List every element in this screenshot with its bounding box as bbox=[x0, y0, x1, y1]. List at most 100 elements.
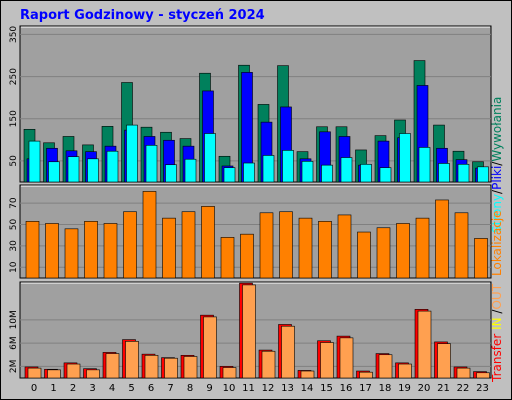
x-tick-label: 12 bbox=[262, 383, 275, 394]
x-tick-label: 11 bbox=[242, 383, 255, 394]
transfer-out-bar bbox=[456, 367, 471, 379]
pages-bar bbox=[282, 150, 294, 183]
legend-transfer: Transfer IN /OUT bbox=[490, 283, 504, 383]
x-tick-label: 23 bbox=[476, 383, 489, 394]
pages-bar bbox=[87, 158, 99, 183]
transfer-out-bar bbox=[359, 371, 373, 379]
pages-bar bbox=[106, 150, 119, 183]
transfer-out-bar bbox=[203, 316, 217, 379]
pages-bar bbox=[145, 145, 158, 183]
x-tick-label: 20 bbox=[418, 383, 431, 394]
sites-bar bbox=[279, 211, 293, 279]
x-tick-label: 18 bbox=[379, 383, 392, 394]
x-tick-label: 13 bbox=[281, 383, 294, 394]
y-tick-label: 250 bbox=[9, 68, 19, 85]
transfer-out-bar bbox=[339, 337, 354, 379]
sites-bar bbox=[298, 217, 313, 279]
legend-separator: / bbox=[490, 161, 504, 166]
transfer-out-bar bbox=[320, 342, 334, 379]
x-tick-label: 22 bbox=[457, 383, 470, 394]
y-tick-label: 6M bbox=[9, 336, 19, 350]
pages-bar bbox=[438, 163, 450, 183]
sites-bar bbox=[454, 212, 469, 279]
x-tick-label: 0 bbox=[31, 383, 37, 394]
sites-bar bbox=[376, 227, 391, 279]
legend-pages: Strony bbox=[490, 194, 504, 233]
pages-bar bbox=[399, 133, 411, 183]
sites-bar bbox=[64, 228, 79, 279]
sites-bar bbox=[396, 223, 410, 279]
x-tick-label: 9 bbox=[206, 383, 212, 394]
pages-bar bbox=[262, 155, 275, 183]
x-tick-label: 1 bbox=[50, 383, 56, 394]
y-tick-label: 10 bbox=[9, 261, 19, 273]
transfer-out-bar bbox=[281, 325, 295, 379]
transfer-out-bar bbox=[27, 367, 42, 379]
legend-separator: / bbox=[490, 309, 504, 314]
transfer-out-bar bbox=[47, 369, 61, 379]
legend-files: Pliki bbox=[490, 166, 504, 190]
sites-bar bbox=[103, 223, 118, 279]
x-tick-label: 15 bbox=[320, 383, 333, 394]
y-tick-label: 150 bbox=[9, 110, 19, 127]
panel-sites: 10 30 50 70 bbox=[9, 184, 492, 279]
x-tick-label: 3 bbox=[89, 383, 95, 394]
y-tick-label: 30 bbox=[9, 240, 19, 252]
y-tick-label: 70 bbox=[9, 197, 19, 209]
pages-bar bbox=[243, 162, 255, 183]
pages-bar bbox=[340, 157, 353, 183]
pages-bar bbox=[204, 133, 216, 183]
transfer-out-bar bbox=[300, 370, 315, 379]
sites-bar bbox=[181, 211, 196, 279]
transfer-out-bar bbox=[222, 367, 237, 379]
x-tick-label: 8 bbox=[187, 383, 193, 394]
pages-bar bbox=[321, 164, 333, 183]
legend-sites: Lokalizacje bbox=[490, 210, 504, 276]
legend-pages-files-hits: Strony/Pliki/Wywołania bbox=[490, 97, 504, 233]
legend-transfer-label: Transfer bbox=[490, 334, 504, 383]
pages-bar bbox=[379, 167, 392, 183]
panel-hits-files-pages: 50 150 250 350 bbox=[9, 25, 492, 183]
sites-bar bbox=[162, 217, 176, 279]
sites-bar bbox=[337, 214, 352, 279]
x-tick-label: 4 bbox=[109, 383, 115, 394]
y-tick-label: 2M bbox=[9, 360, 19, 374]
legend-separator: / bbox=[490, 189, 504, 194]
sites-bar bbox=[259, 212, 274, 279]
sites-bar bbox=[318, 221, 332, 279]
x-tick-label: 19 bbox=[398, 383, 411, 394]
transfer-out-bar bbox=[66, 363, 81, 379]
pages-bar bbox=[301, 161, 314, 183]
legend-in: IN bbox=[490, 317, 504, 330]
transfer-out-bar bbox=[437, 343, 451, 379]
x-tick-label: 14 bbox=[301, 383, 314, 394]
transfer-out-bar bbox=[86, 369, 100, 379]
pages-bar bbox=[28, 140, 41, 183]
transfer-out-bar bbox=[144, 355, 159, 379]
y-tick-label: 50 bbox=[9, 219, 19, 231]
sites-bar bbox=[357, 231, 371, 279]
x-tick-label: 10 bbox=[223, 383, 236, 394]
transfer-out-bar bbox=[105, 353, 120, 379]
transfer-out-bar bbox=[398, 363, 412, 379]
panel-transfer: 2M 6M 10M bbox=[9, 281, 492, 379]
transfer-out-bar bbox=[164, 357, 178, 379]
sites-bar bbox=[45, 223, 59, 279]
sites-bar bbox=[474, 238, 488, 279]
legend-hits: Wywołania bbox=[490, 97, 504, 162]
transfer-out-bar bbox=[125, 341, 139, 379]
sites-bar bbox=[220, 237, 235, 279]
sites-bar bbox=[123, 211, 137, 279]
x-tick-label: 21 bbox=[437, 383, 450, 394]
transfer-out-bar bbox=[417, 310, 432, 379]
transfer-out-bar bbox=[476, 372, 490, 379]
sites-bar bbox=[435, 199, 449, 279]
chart-title: Raport Godzinowy - styczeń 2024 bbox=[20, 8, 265, 23]
x-axis-hour-labels: 0 1 2 3 4 5 6 7 8 9 10 11 12 13 14 15 16 17 18 19 20 21 22 23 bbox=[31, 383, 489, 394]
pages-bar bbox=[126, 124, 138, 183]
sites-bar bbox=[201, 206, 215, 279]
sites-bar bbox=[25, 221, 40, 279]
legend-out: OUT bbox=[490, 283, 504, 309]
pages-bar bbox=[223, 167, 236, 183]
